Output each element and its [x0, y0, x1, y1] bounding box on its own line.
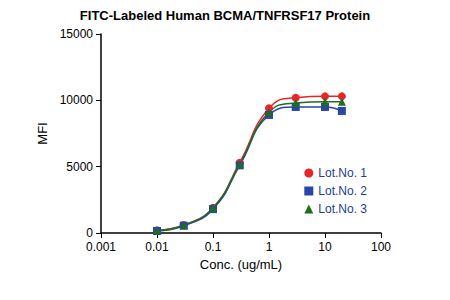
svg-text:10: 10	[318, 240, 332, 254]
svg-text:Lot.No. 2: Lot.No. 2	[318, 184, 367, 198]
svg-text:MFI: MFI	[35, 122, 50, 144]
svg-text:0.001: 0.001	[86, 240, 116, 254]
svg-text:Lot.No. 1: Lot.No. 1	[318, 166, 367, 180]
svg-text:1: 1	[266, 240, 273, 254]
svg-text:0.01: 0.01	[145, 240, 169, 254]
svg-text:0: 0	[86, 226, 93, 240]
svg-text:100: 100	[371, 240, 391, 254]
svg-text:5000: 5000	[66, 160, 93, 174]
svg-text:Lot.No. 3: Lot.No. 3	[318, 202, 367, 216]
svg-text:FITC-Labeled Human BCMA/TNFRSF: FITC-Labeled Human BCMA/TNFRSF17 Protein	[80, 8, 370, 23]
svg-text:15000: 15000	[60, 27, 94, 41]
svg-text:10000: 10000	[60, 93, 94, 107]
svg-text:0.1: 0.1	[205, 240, 222, 254]
svg-text:Conc. (ug/mL): Conc. (ug/mL)	[200, 257, 282, 272]
